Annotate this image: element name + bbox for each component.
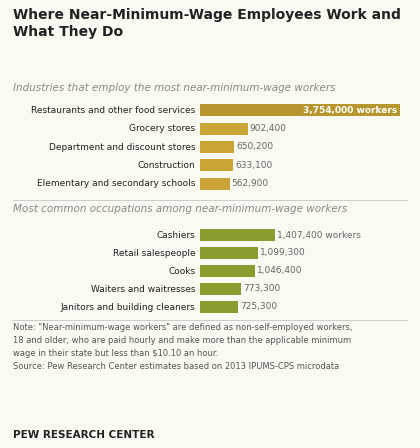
Text: 902,400: 902,400 <box>250 124 287 133</box>
Bar <box>200 283 241 295</box>
Text: 1,099,300: 1,099,300 <box>260 249 306 258</box>
Text: Construction: Construction <box>138 161 195 170</box>
Text: Most common occupations among near-minimum-wage workers: Most common occupations among near-minim… <box>13 204 347 214</box>
Text: Retail salespeople: Retail salespeople <box>113 249 195 258</box>
Bar <box>200 123 248 134</box>
Bar <box>200 265 255 277</box>
Bar <box>200 159 233 172</box>
Bar <box>200 229 275 241</box>
Text: Source: Pew Research Center estimates based on 2013 IPUMS-CPS microdata: Source: Pew Research Center estimates ba… <box>13 362 339 371</box>
Text: 650,200: 650,200 <box>236 142 273 151</box>
Text: Where Near-Minimum-Wage Employees Work and
What They Do: Where Near-Minimum-Wage Employees Work a… <box>13 8 401 39</box>
Bar <box>200 141 234 153</box>
Text: 3,754,000 workers: 3,754,000 workers <box>303 106 397 115</box>
Text: 562,900: 562,900 <box>232 179 269 188</box>
Bar <box>200 104 399 116</box>
Text: Waiters and waitresses: Waiters and waitresses <box>91 284 195 293</box>
Bar <box>200 301 238 313</box>
Bar <box>200 178 229 190</box>
Text: Department and discount stores: Department and discount stores <box>49 142 195 151</box>
Text: Janitors and building cleaners: Janitors and building cleaners <box>60 302 195 311</box>
Text: 1,407,400 workers: 1,407,400 workers <box>277 231 360 240</box>
Text: 773,300: 773,300 <box>243 284 280 293</box>
Text: Elementary and secondary schools: Elementary and secondary schools <box>37 179 195 188</box>
Text: 1,046,400: 1,046,400 <box>257 267 303 276</box>
Text: 725,300: 725,300 <box>240 302 278 311</box>
Text: wage in their state but less than $10.10 an hour.: wage in their state but less than $10.10… <box>13 349 218 358</box>
Text: Industries that employ the most near-minimum-wage workers: Industries that employ the most near-min… <box>13 83 335 93</box>
Bar <box>200 247 258 259</box>
Text: Cashiers: Cashiers <box>157 231 195 240</box>
Text: 18 and older, who are paid hourly and make more than the applicable minimum: 18 and older, who are paid hourly and ma… <box>13 336 351 345</box>
Text: Grocery stores: Grocery stores <box>129 124 195 133</box>
Text: PEW RESEARCH CENTER: PEW RESEARCH CENTER <box>13 430 154 440</box>
Text: Restaurants and other food services: Restaurants and other food services <box>31 106 195 115</box>
Text: Note: "Near-minimum-wage workers" are defined as non-self-employed workers,: Note: "Near-minimum-wage workers" are de… <box>13 323 352 332</box>
Text: 633,100: 633,100 <box>235 161 273 170</box>
Text: Cooks: Cooks <box>168 267 195 276</box>
